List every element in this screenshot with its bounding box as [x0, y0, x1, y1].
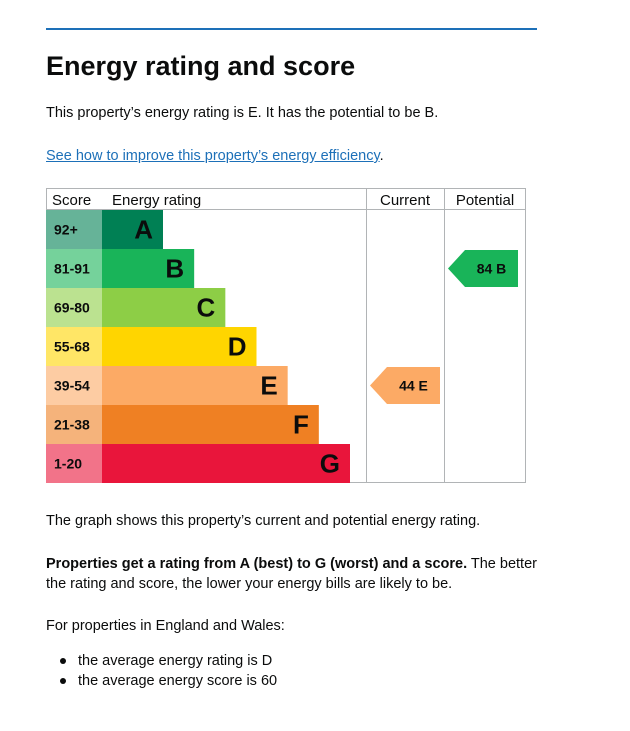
average-rating-item: the average energy rating is D: [46, 651, 277, 671]
rating-bar-f: [102, 405, 319, 444]
rating-bar-c: [102, 288, 226, 327]
ratings-explanation-bold: Properties get a rating from A (best) to…: [46, 556, 468, 572]
header-potential: Potential: [456, 192, 514, 209]
score-range-a: 92+: [54, 222, 78, 238]
average-intro: For properties in England and Wales:: [46, 618, 285, 634]
score-cell-d: [46, 327, 102, 366]
link-suffix: .: [379, 148, 384, 164]
average-score-item: the average energy score is 60: [46, 671, 277, 691]
score-range-f: 21-38: [54, 417, 90, 433]
improve-link-paragraph: See how to improve this property’s energ…: [46, 146, 384, 166]
score-range-b: 81-91: [54, 261, 90, 277]
graph-caption: The graph shows this property’s current …: [46, 513, 481, 529]
improve-efficiency-link[interactable]: See how to improve this property’s energ…: [46, 148, 380, 164]
rating-letter-g: G: [320, 449, 340, 479]
score-cell-e: [46, 366, 102, 405]
score-cell-b: [46, 249, 102, 288]
averages-list: the average energy rating is D the avera…: [46, 651, 277, 691]
rating-letter-d: D: [228, 332, 247, 362]
ratings-explanation-rest: The better the rating and score, the low…: [46, 556, 537, 592]
rating-letter-f: F: [293, 410, 309, 440]
rating-letter-b: B: [165, 254, 184, 284]
rating-letter-e: E: [260, 371, 277, 401]
section-divider: [46, 28, 537, 30]
current-rating-arrow: [370, 367, 440, 404]
score-range-d: 55-68: [54, 339, 90, 355]
rating-bar-a: [102, 210, 163, 249]
score-cell-c: [46, 288, 102, 327]
energy-rating-graph: Score Energy rating Current Potential 92+ A 81…: [46, 188, 526, 483]
score-range-e: 39-54: [54, 378, 90, 394]
score-range-c: 69-80: [54, 300, 90, 316]
rating-bar-d: [102, 327, 257, 366]
header-score: Score: [52, 192, 91, 209]
header-energy-rating: Energy rating: [112, 192, 201, 209]
score-cell-f: [46, 405, 102, 444]
rating-bar-b: [102, 249, 195, 288]
current-rating-label: 44 E: [399, 378, 428, 394]
ratings-explanation: Properties get a rating from A (best) to…: [46, 554, 546, 594]
page-title: Energy rating and score: [46, 51, 356, 81]
rating-bar-g: [102, 444, 350, 483]
header-current: Current: [380, 192, 431, 209]
rating-letter-c: C: [197, 293, 216, 323]
energy-rating-chart: Score Energy rating Current Potential 92+ A 81…: [46, 188, 526, 483]
score-cell-g: [46, 444, 102, 483]
potential-rating-label: 84 B: [477, 261, 507, 277]
rating-bar-e: [102, 366, 288, 405]
potential-rating-arrow: [448, 250, 518, 287]
score-range-g: 1-20: [54, 456, 82, 472]
rating-letter-a: A: [134, 215, 153, 245]
rating-summary: This property’s energy rating is E. It h…: [46, 105, 439, 121]
score-cell-a: [46, 210, 102, 249]
